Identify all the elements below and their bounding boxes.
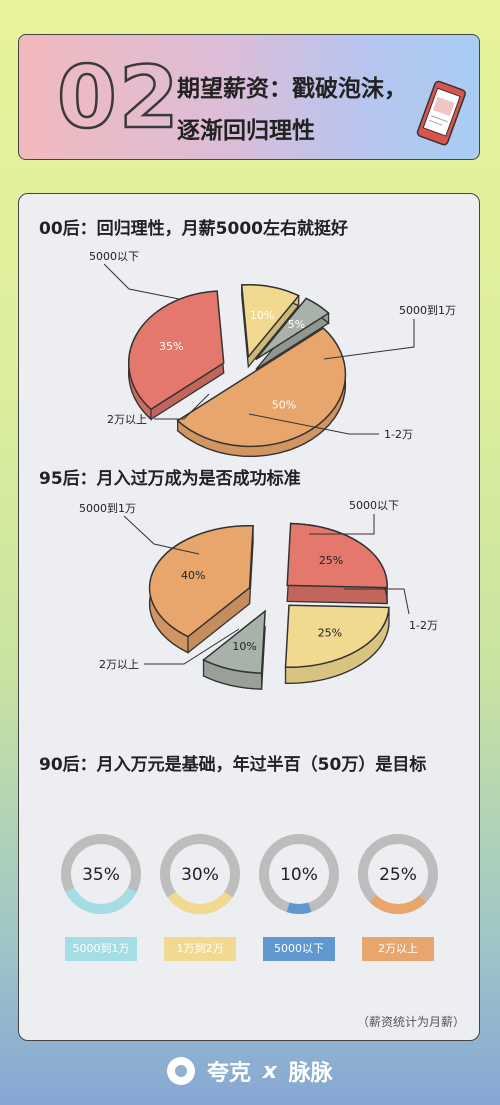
footer-brand: 夸克 x 脉脉	[0, 1055, 500, 1091]
pie-slice-5000以下	[176, 326, 347, 457]
pie-category-label: 1-2万	[384, 428, 413, 441]
pie-slice-2万以上	[255, 297, 330, 371]
pie-chart-95: 25% 25% 10% 40% 5000以下 1-2万 2万以上 5000到1万	[79, 499, 438, 690]
pie-slice-1-2万	[284, 604, 390, 684]
section-title-00: 00后：回归理性，月薪5000左右就挺好	[39, 219, 348, 239]
pie-slice-1-2万	[240, 284, 300, 369]
salary-note: （薪资统计为月薪）	[356, 1015, 465, 1029]
pie-category-label: 1-2万	[409, 619, 438, 632]
donut-1万到2万	[160, 834, 240, 914]
brand-quark: 夸克	[207, 1061, 252, 1086]
donut-value: 10%	[280, 865, 318, 885]
section-number: 02	[56, 48, 181, 148]
pie-category-label: 5000到1万	[79, 502, 136, 515]
donut-category-tag: 2万以上	[362, 937, 434, 961]
pie-slice-5000到1万	[148, 525, 254, 654]
pie-value-label: 10%	[232, 640, 256, 653]
donut-charts-90: 35% 30% 10% 25%	[61, 834, 438, 914]
pie-value-label: 50%	[272, 399, 296, 412]
donut-category-tag: 5000到1万	[65, 937, 137, 961]
pie-category-label: 5000到1万	[399, 304, 456, 317]
donut-value: 30%	[181, 865, 219, 885]
pie-slice-2万以上	[202, 609, 266, 690]
header-title-line2: 逐渐回归理性	[177, 118, 315, 144]
salary-phone-icon	[416, 80, 466, 146]
donut-5000以下	[259, 834, 340, 914]
brand-maimai: 脉脉	[288, 1061, 333, 1086]
pie-category-label: 2万以上	[107, 413, 147, 426]
quark-logo-icon	[167, 1057, 196, 1085]
pie-category-label: 5000以下	[349, 499, 399, 512]
pie-category-label: 2万以上	[99, 658, 139, 671]
pie-value-label: 10%	[250, 309, 274, 322]
pie-value-label: 35%	[159, 340, 183, 353]
donut-2万以上	[358, 834, 438, 914]
pie-category-label: 5000以下	[89, 250, 139, 263]
donut-category-tag: 5000以下	[263, 937, 335, 961]
section-title-95: 95后：月入过万成为是否成功标准	[39, 469, 301, 489]
header-banner: 02 期望薪资：戳破泡沫， 逐渐回归理性	[18, 34, 480, 160]
donut-value: 25%	[379, 865, 417, 885]
header-title-line1: 期望薪资：戳破泡沫，	[177, 76, 407, 102]
donut-value: 35%	[82, 865, 120, 885]
donut-5000到1万	[61, 834, 141, 914]
pie-value-label: 5%	[288, 318, 305, 331]
pie-value-label: 25%	[318, 626, 342, 639]
pie-value-label: 25%	[319, 554, 343, 567]
section-title-90: 90后：月入万元是基础，年过半百（50万）是目标	[39, 755, 427, 775]
pie-slice-5000到1万	[128, 290, 225, 421]
pie-chart-00: 50% 35% 10% 5% 5000以下 5000到1万 1-2万 2万以上	[89, 250, 456, 457]
brand-separator: x	[262, 1058, 277, 1084]
content-card: 00后：回归理性，月薪5000左右就挺好 95后：月入过万成为是否成功标准 90…	[18, 193, 480, 1041]
pie-value-label: 40%	[181, 569, 205, 582]
donut-category-tag: 1万到2万	[164, 937, 236, 961]
